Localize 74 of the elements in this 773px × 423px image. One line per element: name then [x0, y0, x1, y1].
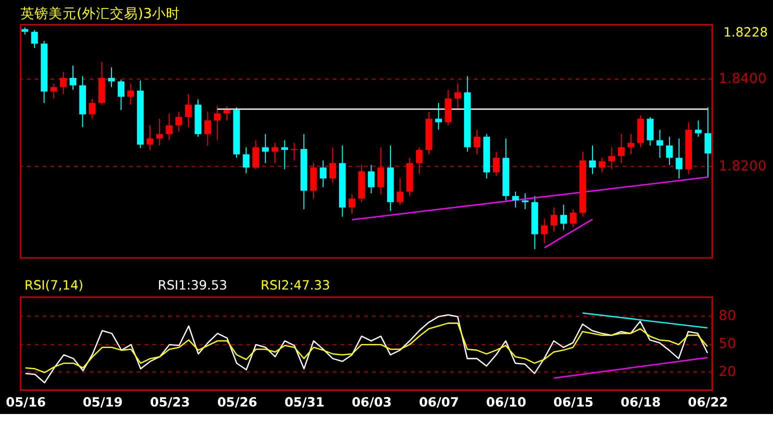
candlestick — [224, 106, 230, 121]
x-tick-label: 06/15 — [553, 395, 594, 410]
candlestick — [70, 65, 76, 90]
y-tick-label: 20 — [718, 364, 736, 380]
candlestick — [262, 134, 269, 164]
candlestick — [118, 79, 124, 110]
candlestick — [492, 151, 500, 176]
candlestick — [348, 194, 356, 214]
candlestick — [281, 140, 288, 170]
candlestick — [272, 142, 278, 164]
text: RSI(7,14) — [24, 278, 84, 294]
y-tick-label: 1.8200 — [718, 158, 767, 175]
candlestick — [156, 118, 163, 146]
candlestick — [618, 134, 625, 164]
candlestick — [444, 89, 452, 126]
x-tick-label: 05/23 — [150, 395, 190, 410]
candlestick — [329, 146, 336, 184]
x-tick-label: 05/26 — [217, 395, 258, 410]
chart-title: 英镑美元(外汇交易)3小时 — [20, 6, 180, 22]
candlestick — [290, 142, 298, 161]
candlestick — [214, 105, 221, 141]
candlestick — [598, 157, 606, 173]
x-tick-label: 05/16 — [6, 395, 46, 410]
candlestick — [704, 106, 712, 178]
candlestick — [204, 111, 212, 146]
line-series — [24, 314, 708, 384]
candlestick — [512, 191, 519, 208]
candlestick — [252, 140, 260, 170]
candlestick — [127, 83, 134, 106]
candlestick — [570, 208, 577, 228]
candlestick — [31, 30, 38, 49]
candlestick — [676, 138, 682, 179]
candlestick — [435, 102, 442, 130]
candlestick — [108, 66, 115, 88]
x-tick-label: 06/07 — [418, 395, 459, 410]
candlestick — [656, 129, 664, 158]
text: RSI2:47.33 — [260, 278, 330, 294]
candlestick — [166, 112, 173, 141]
text: 1.8228 — [723, 26, 768, 41]
candlestick — [50, 83, 58, 100]
candlestick — [454, 83, 462, 110]
y-tick-label: 1.8400 — [718, 70, 767, 87]
y-tick-label: 80 — [718, 308, 736, 324]
candlestick — [396, 178, 404, 206]
x-tick-label: 06/10 — [486, 395, 526, 410]
candlestick — [646, 116, 654, 146]
line-series — [24, 322, 708, 374]
candlestick — [60, 71, 67, 95]
candlestick — [242, 146, 250, 174]
candlestick — [541, 218, 548, 244]
candlestick — [185, 94, 192, 128]
y-tick-label: 50 — [718, 336, 736, 352]
candlestick — [628, 134, 634, 155]
x-tick-label: 05/31 — [284, 395, 324, 410]
candlestick — [175, 111, 182, 132]
x-tick-label: 06/03 — [352, 395, 392, 410]
candlestick — [416, 146, 423, 175]
candlestick — [368, 164, 375, 194]
candlestick — [560, 204, 567, 230]
x-tick-label: 06/22 — [688, 395, 728, 410]
candlestick — [666, 136, 673, 166]
candlestick — [146, 124, 154, 150]
candlestick — [550, 206, 558, 232]
candlestick — [608, 146, 616, 170]
candlestick — [377, 146, 384, 195]
candlestick — [694, 120, 702, 138]
text: RSI1:39.53 — [158, 278, 228, 294]
x-tick-label: 06/18 — [620, 395, 661, 410]
candlestick — [474, 129, 480, 155]
candlestick — [589, 145, 596, 175]
candlestick — [88, 98, 96, 120]
x-tick-label: 05/19 — [82, 395, 123, 410]
candlestick — [320, 160, 326, 188]
candlestick — [310, 162, 317, 200]
